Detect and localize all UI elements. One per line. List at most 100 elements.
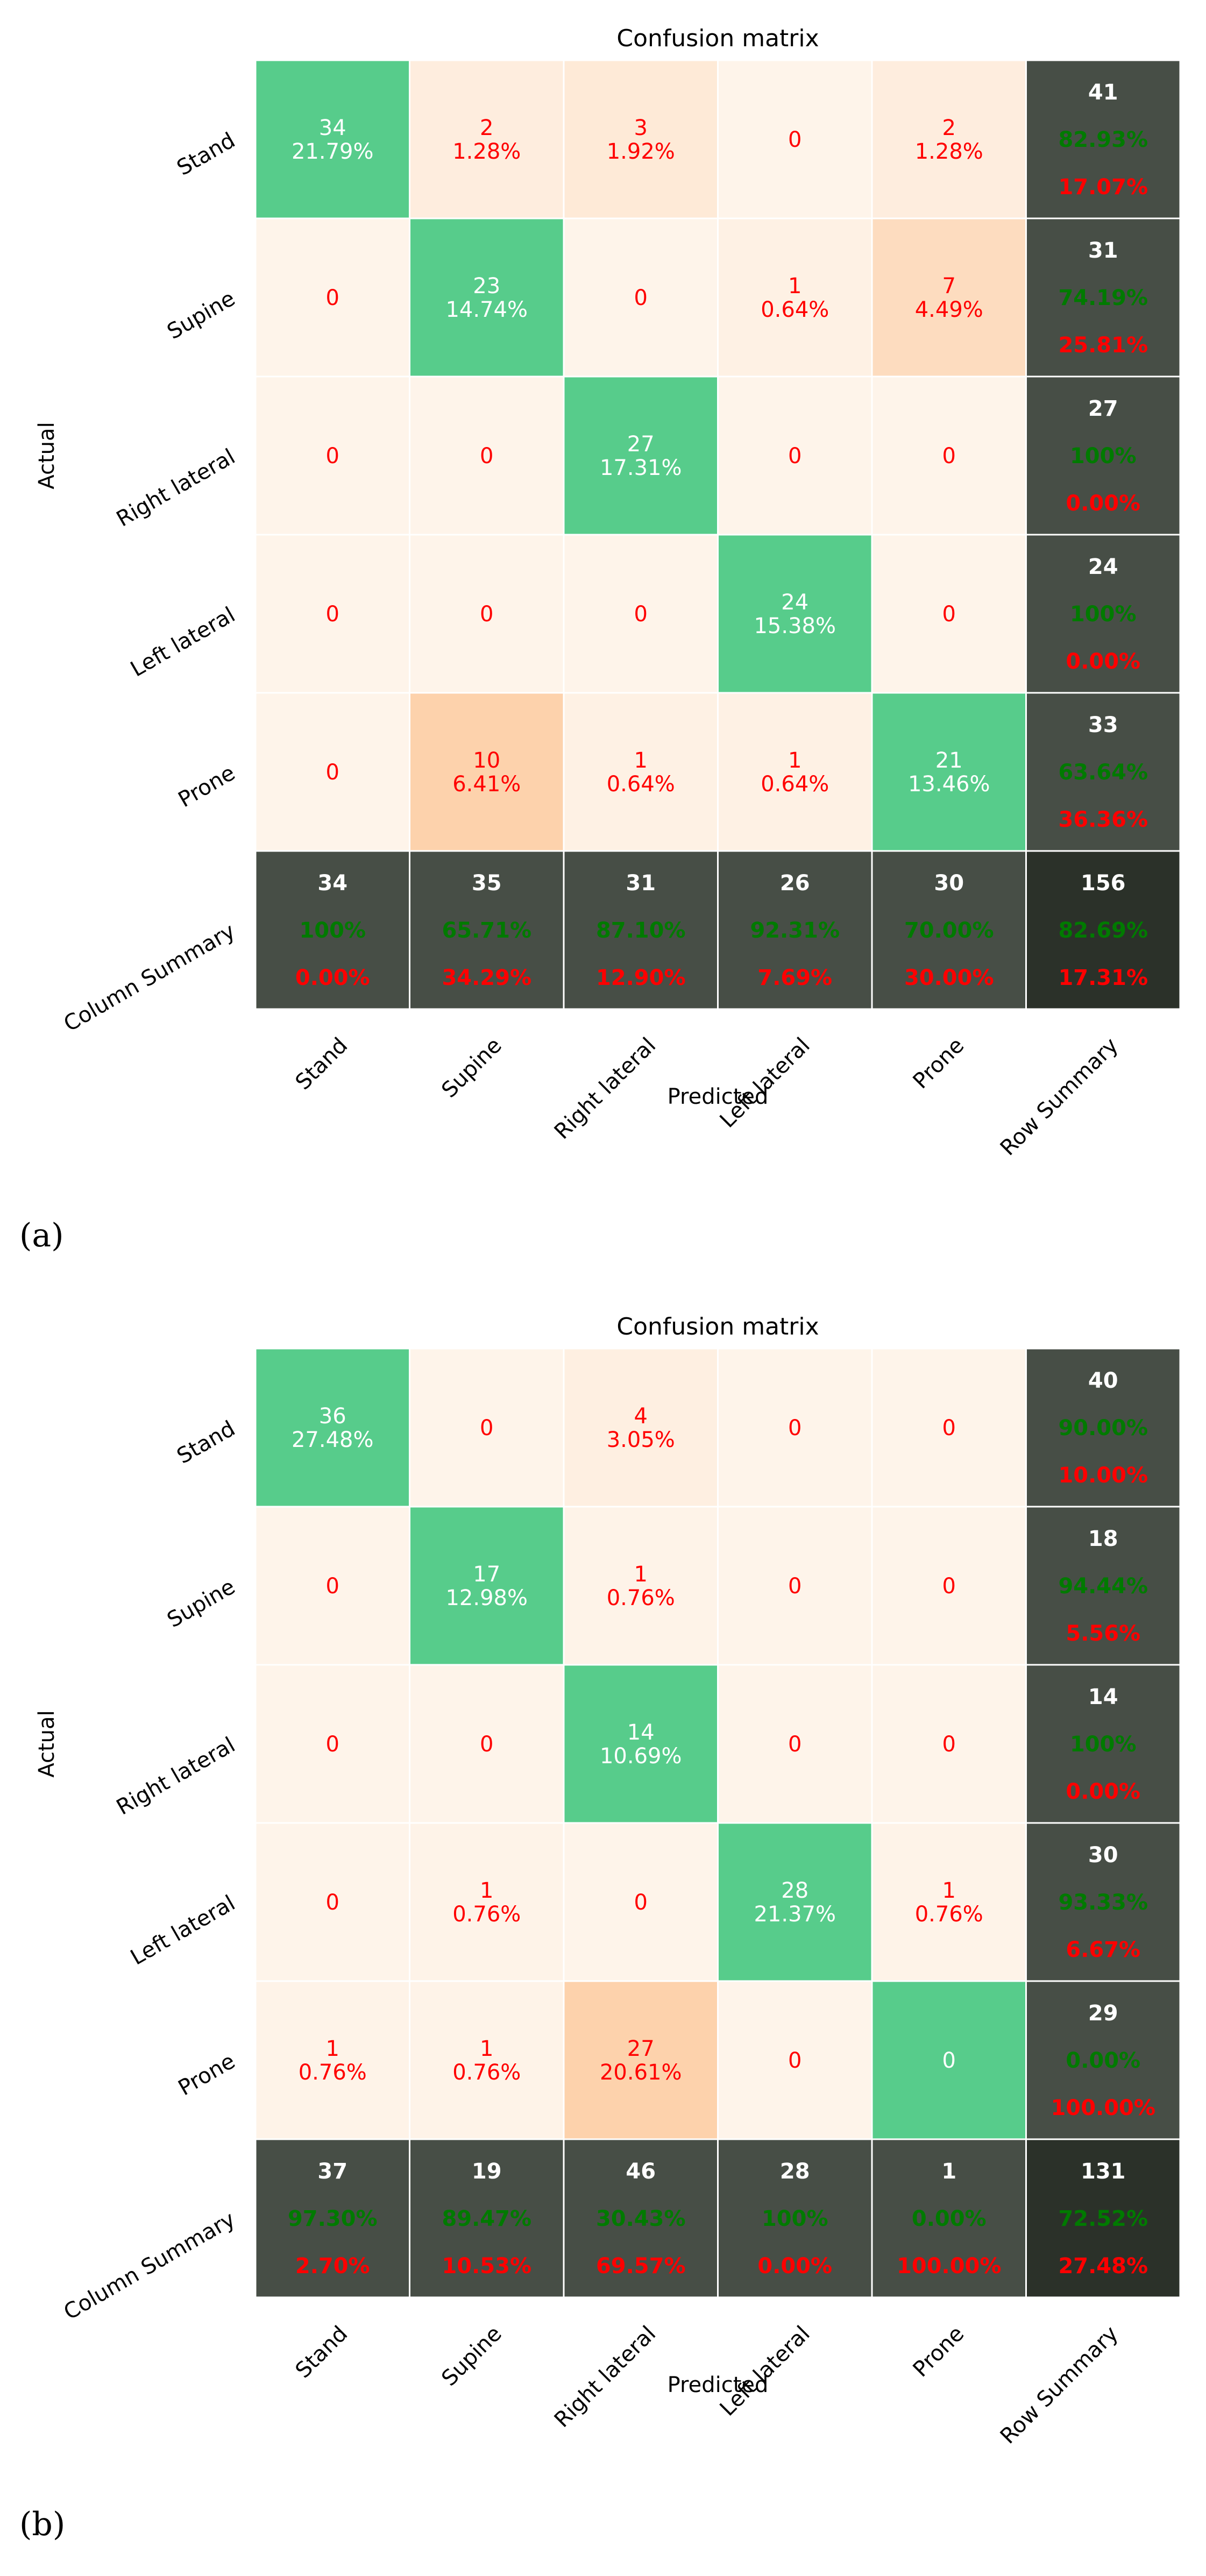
summary-total: 156 (1081, 871, 1126, 896)
row-tick-label: Stand (173, 1416, 239, 1469)
row-tick-label: Prone (174, 2049, 239, 2101)
cell-percent: 0.64% (607, 772, 675, 797)
summary-total: 30 (1088, 1843, 1118, 1868)
cell-percent: 20.61% (600, 2060, 682, 2085)
cell-count: 27 (627, 2036, 655, 2061)
cell-percent: 4.49% (915, 297, 983, 322)
cell-count: 21 (935, 748, 963, 773)
panel-label-a: (a) (19, 1217, 64, 1254)
summary-error-percent: 10.53% (442, 2254, 531, 2279)
column-summary-cell (717, 850, 873, 1010)
row-tick-label: Supine (163, 286, 239, 344)
cell-count: 0 (942, 1732, 956, 1757)
col-tick-label: Right lateral (550, 1033, 661, 1145)
summary-error-percent: 34.29% (442, 966, 531, 990)
cell-count: 1 (634, 1562, 648, 1587)
summary-correct-percent: 30.43% (596, 2206, 686, 2231)
cell-count: 0 (788, 127, 801, 152)
cell-count: 2 (942, 116, 956, 140)
summary-error-percent: 69.57% (596, 2254, 686, 2279)
cell-count: 0 (326, 1574, 339, 1599)
col-tick-label: Left lateral (715, 2322, 815, 2421)
row-summary-cell (1025, 59, 1181, 219)
column-summary-cell (563, 2138, 719, 2298)
summary-correct-percent: 72.52% (1058, 2206, 1148, 2231)
off-diagonal-cell (871, 1664, 1027, 1824)
column-summary-cell (254, 850, 410, 1010)
off-diagonal-cell (254, 692, 410, 852)
summary-total: 18 (1088, 1527, 1118, 1551)
summary-total: 26 (780, 871, 810, 896)
summary-total: 41 (1088, 80, 1118, 105)
col-tick-label: Stand (291, 2322, 353, 2383)
cell-count: 17 (473, 1562, 500, 1587)
cell-count: 1 (480, 1878, 493, 1903)
off-diagonal-cell (563, 692, 719, 852)
summary-error-percent: 30.00% (904, 966, 994, 990)
off-diagonal-cell (717, 692, 873, 852)
cell-percent: 0.64% (761, 772, 829, 797)
cell-count: 0 (942, 1416, 956, 1440)
cell-count: 0 (480, 444, 493, 469)
cell-count: 0 (634, 286, 648, 310)
summary-correct-percent: 65.71% (442, 918, 531, 943)
cell-percent: 0.76% (915, 1902, 983, 1927)
diagonal-cell (871, 692, 1027, 852)
cell-count: 1 (634, 748, 648, 773)
summary-correct-percent: 93.33% (1058, 1890, 1148, 1915)
summary-error-percent: 100.00% (897, 2254, 1001, 2279)
row-tick-label: Stand (173, 128, 239, 181)
summary-error-percent: 10.00% (1058, 1463, 1148, 1488)
cell-percent: 0.76% (607, 1586, 675, 1610)
row-summary-cell (1025, 692, 1181, 852)
summary-total: 35 (472, 871, 502, 896)
off-diagonal-cell (254, 534, 410, 694)
cell-percent: 27.48% (292, 1428, 374, 1452)
summary-correct-percent: 100% (1070, 602, 1137, 627)
summary-error-percent: 0.00% (295, 966, 370, 990)
cell-count: 0 (942, 602, 956, 627)
off-diagonal-cell (717, 59, 873, 219)
summary-error-percent: 2.70% (295, 2254, 370, 2279)
cell-percent: 3.05% (607, 1428, 675, 1452)
cell-percent: 1.28% (915, 139, 983, 164)
summary-error-percent: 12.90% (596, 966, 686, 990)
cell-count: 28 (781, 1878, 808, 1903)
cell-percent: 13.46% (908, 772, 990, 797)
summary-error-percent: 17.07% (1058, 175, 1148, 200)
row-summary-cell (1025, 1347, 1181, 1508)
total-summary-cell (1025, 2138, 1181, 2298)
chart-title: Confusion matrix (616, 1313, 819, 1340)
summary-total: 29 (1088, 2001, 1118, 2026)
summary-error-percent: 36.36% (1058, 807, 1148, 832)
cell-count: 14 (627, 1720, 655, 1745)
summary-total: 24 (1088, 555, 1118, 579)
summary-correct-percent: 74.19% (1058, 286, 1148, 310)
summary-total: 131 (1081, 2159, 1126, 2184)
summary-correct-percent: 82.69% (1058, 918, 1148, 943)
summary-total: 33 (1088, 713, 1118, 737)
cell-count: 3 (634, 116, 648, 140)
cell-percent: 6.41% (452, 772, 521, 797)
summary-error-percent: 0.00% (1066, 649, 1140, 674)
col-tick-label: Stand (291, 1033, 353, 1095)
cell-percent: 17.31% (600, 456, 682, 480)
summary-total: 1 (941, 2159, 956, 2184)
cell-percent: 10.69% (600, 1744, 682, 1769)
summary-correct-percent: 70.00% (904, 918, 994, 943)
off-diagonal-cell (871, 534, 1027, 694)
summary-correct-percent: 92.31% (750, 918, 840, 943)
cell-count: 0 (942, 2048, 956, 2073)
cell-count: 36 (319, 1404, 346, 1429)
summary-correct-percent: 100% (1070, 1732, 1137, 1757)
cell-percent: 21.37% (754, 1902, 836, 1927)
row-tick-label: Left lateral (126, 1891, 239, 1970)
cell-count: 0 (326, 444, 339, 469)
col-tick-label: Right lateral (550, 2322, 661, 2433)
summary-total: 14 (1088, 1685, 1118, 1709)
summary-total: 31 (1088, 238, 1118, 263)
col-tick-label: Prone (909, 1033, 969, 1094)
row-tick-label: Supine (163, 1574, 239, 1633)
summary-correct-percent: 87.10% (596, 918, 686, 943)
